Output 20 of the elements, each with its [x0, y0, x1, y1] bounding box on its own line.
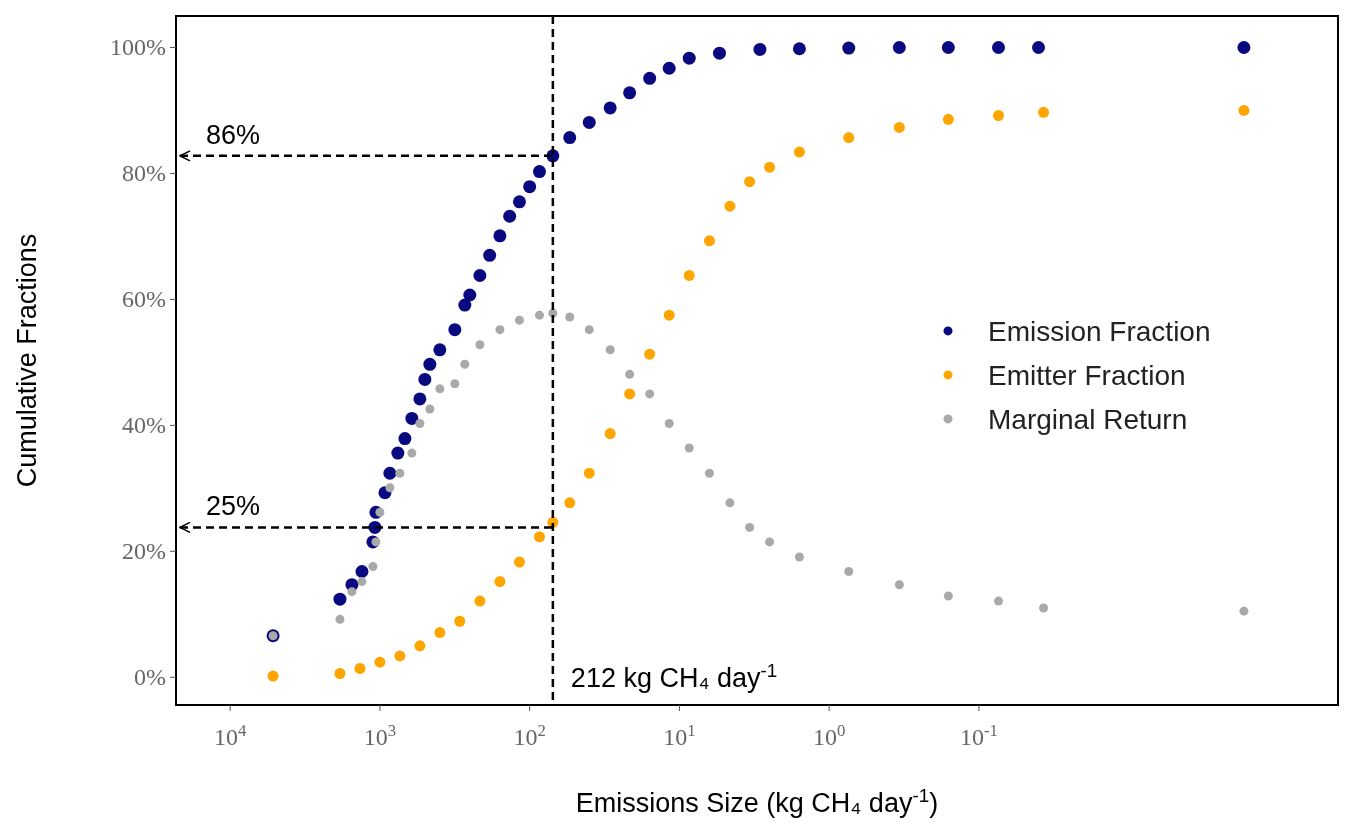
annotation: 86%: [206, 119, 261, 150]
x-tick-label: 10$^{0}$: [812, 720, 846, 750]
y-tick-label: 0%: [134, 664, 166, 691]
legend-label: Emission Fraction: [988, 315, 1211, 347]
legend-label: Marginal Return: [988, 403, 1188, 435]
ref-line-label: 212 kg CH₄ day$^{-1}$: [570, 659, 778, 694]
y-tick-label: 60%: [122, 286, 166, 313]
x-tick-label: 10$^{3}$: [363, 720, 397, 750]
y-tick-label: 100%: [110, 34, 166, 61]
y-tick-label: 40%: [122, 412, 166, 439]
x-tick-label: 10$^{2}$: [513, 720, 546, 750]
x-tick-label: 10$^{-1}$: [959, 720, 998, 750]
annotation: 25%: [206, 491, 261, 522]
y-tick-label: 80%: [122, 160, 166, 187]
y-tick-label: 20%: [122, 538, 166, 565]
y-axis-title: Cumulative Fractions: [12, 233, 42, 488]
x-axis-title: Emissions Size (kg CH₄ day$^{-1}$): [575, 784, 939, 818]
x-tick-label: 10$^{4}$: [213, 720, 247, 750]
x-tick-label: 10$^{1}$: [663, 720, 696, 750]
legend-label: Emitter Fraction: [988, 359, 1186, 391]
